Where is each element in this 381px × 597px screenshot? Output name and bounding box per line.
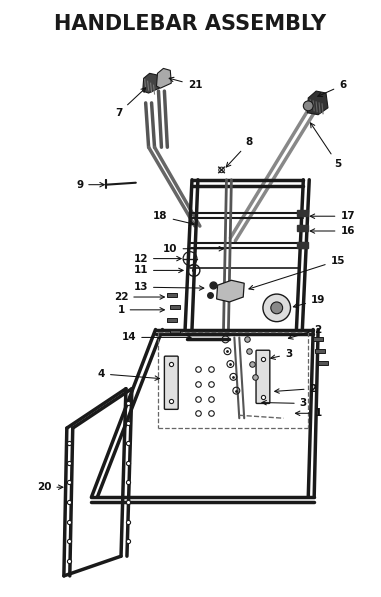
Circle shape <box>192 269 196 272</box>
Text: 13: 13 <box>133 282 204 292</box>
Text: 15: 15 <box>249 256 345 290</box>
Polygon shape <box>315 349 325 353</box>
Text: 16: 16 <box>310 226 355 236</box>
Text: 21: 21 <box>169 77 202 90</box>
Polygon shape <box>143 73 160 93</box>
Polygon shape <box>170 305 180 309</box>
Polygon shape <box>167 318 177 322</box>
Polygon shape <box>157 69 171 88</box>
Text: 5: 5 <box>311 123 341 169</box>
Text: 7: 7 <box>115 88 146 118</box>
Text: 9: 9 <box>76 180 104 190</box>
Text: 3: 3 <box>262 398 307 408</box>
FancyBboxPatch shape <box>256 350 270 404</box>
FancyBboxPatch shape <box>164 356 178 410</box>
Polygon shape <box>307 91 328 115</box>
Text: 2: 2 <box>275 384 317 393</box>
Text: 1: 1 <box>117 305 164 315</box>
Circle shape <box>263 294 291 322</box>
Polygon shape <box>313 337 323 341</box>
Text: 10: 10 <box>163 244 224 254</box>
Polygon shape <box>217 280 244 302</box>
Text: 18: 18 <box>153 211 194 225</box>
Text: 2: 2 <box>288 325 322 339</box>
Circle shape <box>303 101 313 111</box>
Text: 1: 1 <box>295 408 322 418</box>
Text: 4: 4 <box>98 369 160 380</box>
Polygon shape <box>167 293 177 297</box>
Text: 14: 14 <box>122 333 191 343</box>
Text: 17: 17 <box>310 211 355 221</box>
Text: 19: 19 <box>293 295 325 308</box>
Circle shape <box>271 302 283 314</box>
Text: HANDLEBAR ASSEMBLY: HANDLEBAR ASSEMBLY <box>54 14 327 34</box>
Text: 8: 8 <box>226 137 253 167</box>
Text: 20: 20 <box>37 482 63 492</box>
Text: 12: 12 <box>133 254 181 264</box>
Text: 6: 6 <box>318 80 346 97</box>
Text: 22: 22 <box>114 292 164 302</box>
Text: 11: 11 <box>133 266 183 275</box>
Polygon shape <box>318 361 328 365</box>
Polygon shape <box>170 330 180 334</box>
Text: 3: 3 <box>271 349 292 359</box>
